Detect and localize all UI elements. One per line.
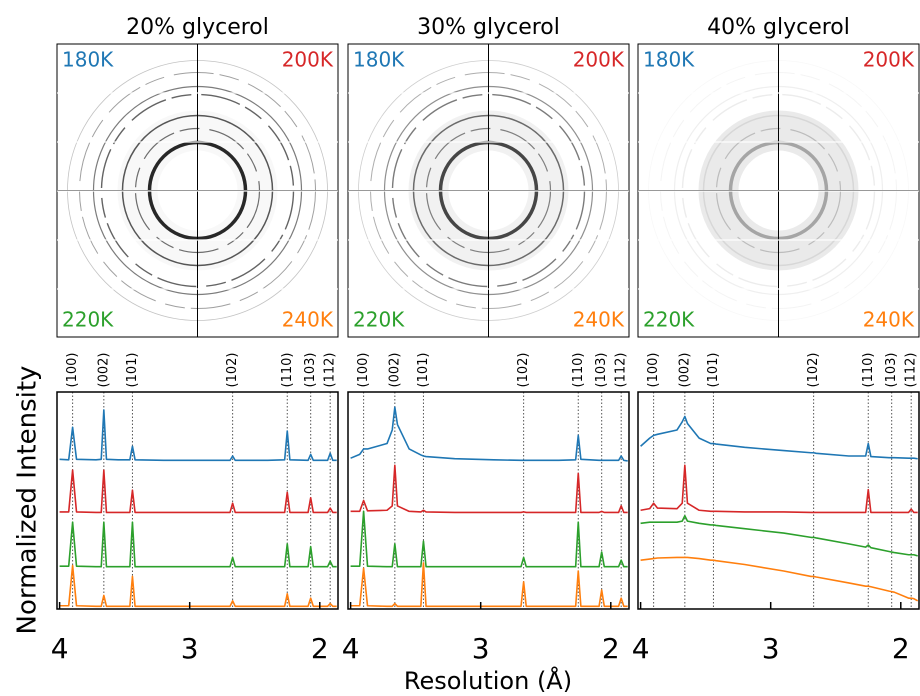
x-tick-label: 2: [311, 632, 329, 665]
temperature-label: 220K: [643, 308, 695, 332]
temperature-label: 180K: [643, 48, 695, 72]
peak-label: (103): [594, 353, 609, 388]
intensity-line: [350, 562, 628, 608]
temperature-label: 200K: [863, 48, 915, 72]
peak-label: (002): [96, 353, 111, 388]
peak-label: (100): [356, 353, 371, 388]
temperature-label: 200K: [282, 48, 334, 72]
intensity-line: [350, 406, 628, 462]
peak-label: (103): [884, 353, 899, 388]
temperature-label: 180K: [353, 48, 405, 72]
temperature-label: 220K: [62, 308, 114, 332]
peak-label: (101): [125, 353, 140, 388]
intensity-line: [350, 510, 628, 568]
peak-label: (002): [677, 353, 692, 388]
y-axis-label: Normalized Intensity: [13, 366, 43, 635]
x-tick-label: 2: [892, 632, 910, 665]
plot-frame: [637, 391, 920, 610]
x-tick-label: 4: [342, 632, 360, 665]
peak-label: (112): [323, 353, 338, 388]
temperature-label: 200K: [573, 48, 625, 72]
intensity-line: [640, 514, 918, 557]
x-tick-label: 4: [632, 632, 650, 665]
peak-label: (101): [416, 353, 431, 388]
intensity-line: [59, 521, 337, 568]
intensity-line: [640, 556, 919, 602]
diffraction-image: 180K 200K 220K 240K: [347, 43, 630, 338]
temperature-label: 220K: [353, 308, 405, 332]
peak-label: (100): [646, 353, 661, 388]
x-axis-label: Resolution (Å): [404, 666, 572, 695]
peak-label: (100): [65, 353, 80, 388]
peak-label: (103): [303, 353, 318, 388]
panel-title: 20% glycerol: [126, 15, 269, 40]
temperature-label: 240K: [573, 308, 625, 332]
plot-frame: [347, 391, 630, 610]
temperature-label: 240K: [282, 308, 334, 332]
peak-label: (110): [280, 353, 295, 388]
temperature-label: 240K: [863, 308, 915, 332]
x-tick-label: 3: [181, 632, 199, 665]
peak-label: (101): [706, 353, 721, 388]
panel-title: 30% glycerol: [417, 15, 560, 40]
peak-label: (102): [806, 353, 821, 388]
intensity-line: [350, 464, 628, 514]
peak-label: (112): [614, 353, 629, 388]
peak-label: (110): [861, 353, 876, 388]
peak-label: (002): [387, 353, 402, 388]
diffraction-image: 180K 200K 220K 240K: [56, 43, 339, 338]
peak-label: (102): [225, 353, 240, 388]
intensity-line: [59, 409, 337, 462]
temperature-label: 180K: [62, 48, 114, 72]
x-tick-label: 2: [602, 632, 620, 665]
plot-frame: [56, 391, 339, 610]
diffraction-image: 180K 200K 220K 240K: [637, 43, 920, 338]
x-tick-label: 3: [472, 632, 490, 665]
intensity-line: [59, 564, 337, 608]
x-tick-label: 4: [51, 632, 69, 665]
peak-label: (102): [516, 353, 531, 388]
intensity-line: [640, 415, 918, 460]
peak-label: (112): [904, 353, 919, 388]
x-tick-label: 3: [762, 632, 780, 665]
intensity-line: [59, 469, 337, 514]
panel-title: 40% glycerol: [707, 15, 850, 40]
intensity-line: [640, 464, 918, 514]
peak-label: (110): [571, 353, 586, 388]
